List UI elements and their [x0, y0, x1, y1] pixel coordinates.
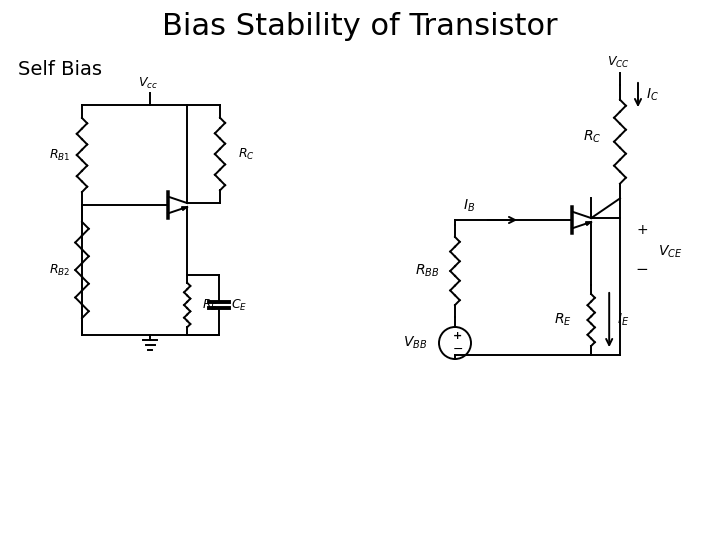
Text: $R_{B2}$: $R_{B2}$	[50, 262, 71, 278]
Text: $I_C$: $I_C$	[646, 87, 659, 103]
Text: $I_E$: $I_E$	[617, 312, 629, 328]
Text: −: −	[636, 262, 649, 277]
Text: Self Bias: Self Bias	[18, 60, 102, 79]
Text: $C_E$: $C_E$	[231, 298, 248, 313]
Text: +: +	[636, 222, 648, 237]
Text: $R_{B1}$: $R_{B1}$	[49, 147, 71, 163]
Text: Bias Stability of Transistor: Bias Stability of Transistor	[162, 12, 558, 41]
Text: $R_E$: $R_E$	[202, 298, 218, 313]
Text: $V_{CE}$: $V_{CE}$	[658, 244, 683, 260]
Polygon shape	[181, 207, 187, 211]
Text: $V_{cc}$: $V_{cc}$	[138, 76, 158, 91]
Text: $I_B$: $I_B$	[463, 198, 475, 214]
Text: −: −	[453, 343, 463, 356]
Text: $R_C$: $R_C$	[238, 146, 255, 161]
Text: $R_E$: $R_E$	[554, 312, 572, 328]
Text: $R_C$: $R_C$	[582, 129, 601, 145]
Text: $V_{CC}$: $V_{CC}$	[607, 55, 629, 70]
Text: $R_{BB}$: $R_{BB}$	[415, 263, 439, 279]
Polygon shape	[585, 222, 591, 225]
Text: +: +	[454, 331, 463, 341]
Text: $V_{BB}$: $V_{BB}$	[402, 335, 427, 351]
